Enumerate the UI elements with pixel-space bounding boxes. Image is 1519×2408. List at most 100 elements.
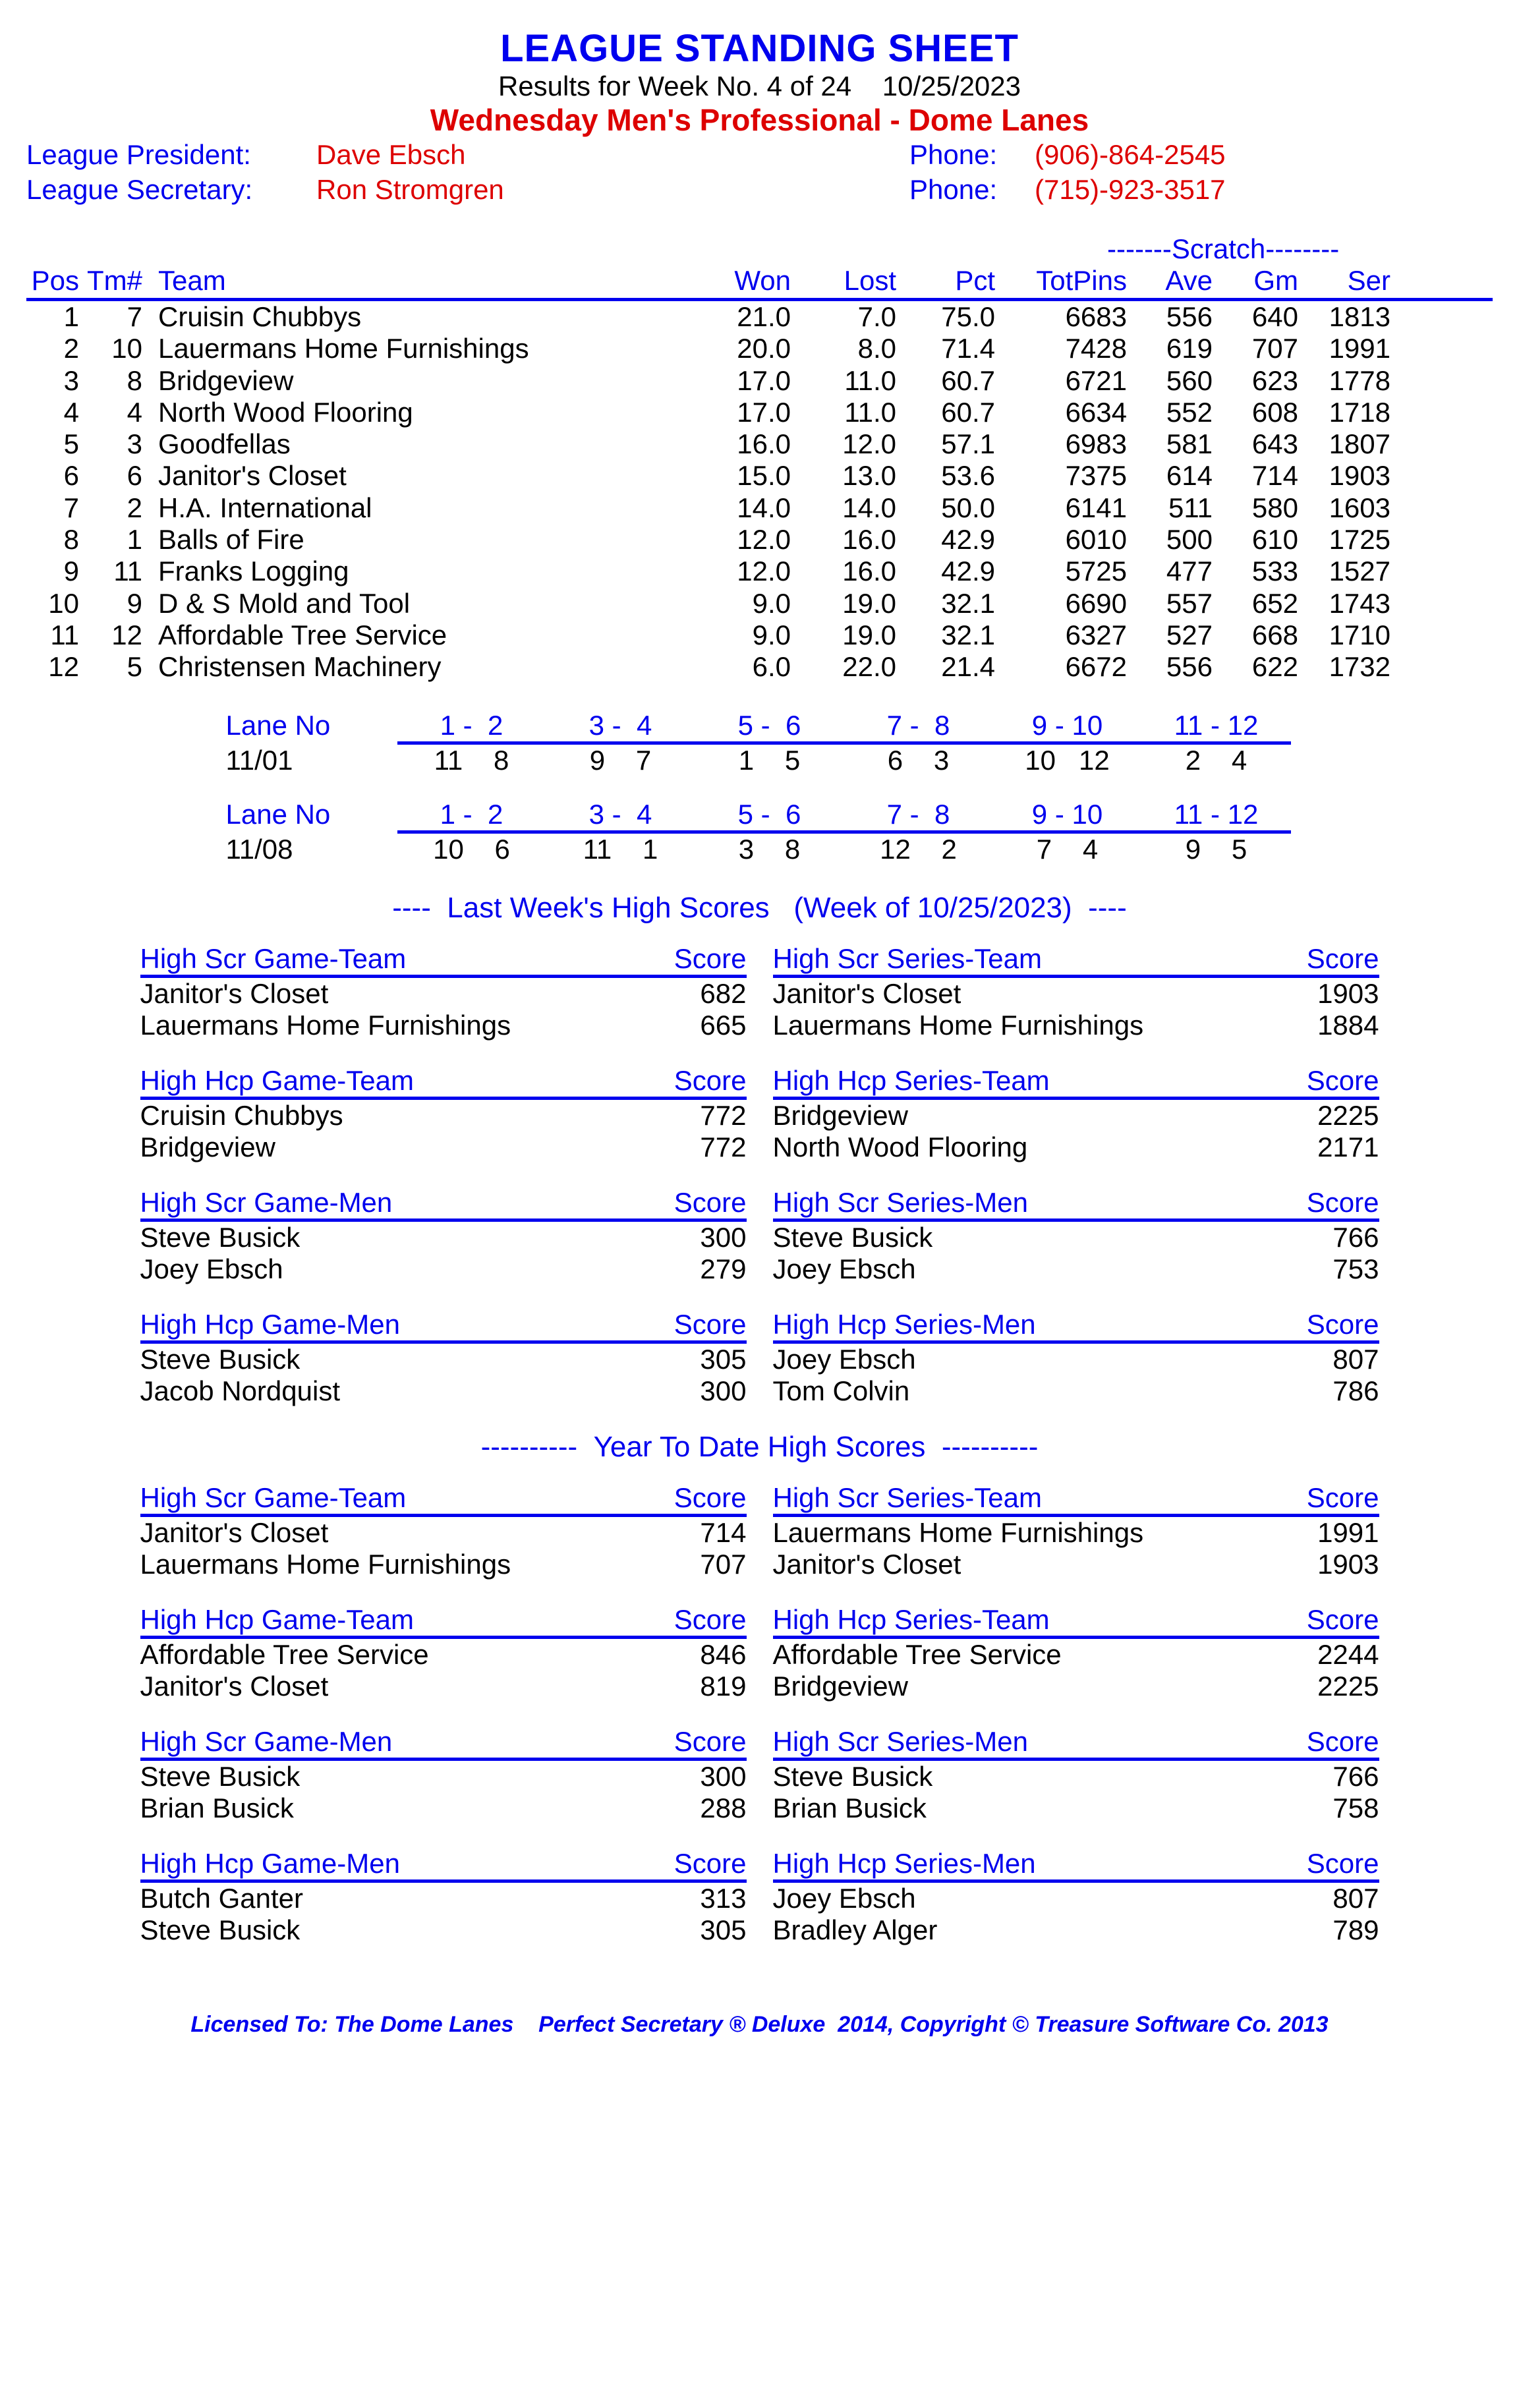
lane-date: 11/01 [226,745,397,776]
cell-ser: 1718 [1298,397,1390,428]
hs-name: Affordable Tree Service [773,1639,1280,1671]
cell-tm: 7 [86,301,158,333]
hs-header: High Scr Game-MenScore [140,1187,747,1222]
hs-score-label: Score [648,1482,747,1514]
cell-tot: 6690 [995,588,1127,619]
cell-pos: 3 [26,365,86,397]
lane-pair-header: 5 - 6 [695,799,844,834]
col-won: Won [685,265,791,297]
hs-score: 665 [648,1010,747,1041]
hs-name: Bridgeview [140,1132,648,1163]
cell-tm: 4 [86,397,158,428]
hs-score-label: Score [1280,943,1379,975]
cell-ave: 552 [1127,397,1213,428]
hs-header: High Hcp Game-MenScore [140,1848,747,1883]
hs-score-label: Score [1280,1482,1379,1514]
hs-box: High Hcp Game-MenScoreSteve Busick305Jac… [140,1309,747,1407]
hs-box: High Hcp Series-MenScoreJoey Ebsch807Bra… [773,1848,1379,1946]
cell-tm: 6 [86,460,158,492]
cell-tot: 5725 [995,556,1127,587]
hs-pair: High Scr Game-TeamScoreJanitor's Closet6… [140,943,1379,1041]
hs-name: Steve Busick [140,1222,648,1253]
hs-row: Affordable Tree Service846 [140,1639,747,1671]
hs-score: 300 [648,1761,747,1792]
hs-row: Tom Colvin786 [773,1375,1379,1407]
officer-phone: (715)-923-3517 [1035,173,1226,208]
hs-name: Janitor's Closet [140,1517,648,1549]
hs-header: High Scr Series-TeamScore [773,943,1379,978]
officers-block: League President:Dave EbschPhone:(906)-8… [26,138,1493,207]
hs-header: High Hcp Game-TeamScore [140,1604,747,1639]
cell-ser: 1807 [1298,428,1390,460]
cell-team: Lauermans Home Furnishings [158,333,685,364]
cell-tm: 2 [86,492,158,524]
cell-tot: 6672 [995,651,1127,683]
hs-row: Brian Busick288 [140,1792,747,1824]
cell-gm: 623 [1213,365,1298,397]
lane-pair-value: 7 4 [993,834,1142,865]
col-pct: Pct [896,265,995,297]
cell-gm: 668 [1213,619,1298,651]
cell-team: Balls of Fire [158,524,685,556]
cell-pct: 71.4 [896,333,995,364]
col-tot: TotPins [995,265,1127,297]
lane-pair-value: 10 6 [397,834,546,865]
hs-pair: High Hcp Game-MenScoreButch Ganter313Ste… [140,1848,1379,1946]
cell-ave: 560 [1127,365,1213,397]
lane-pair-value: 9 5 [1142,834,1291,865]
hs-box: High Scr Series-MenScoreSteve Busick766B… [773,1726,1379,1824]
hs-row: Butch Ganter313 [140,1883,747,1914]
lane-pair-header: 5 - 6 [695,710,844,745]
cell-ave: 500 [1127,524,1213,556]
hs-header: High Scr Series-TeamScore [773,1482,1379,1517]
cell-lost: 11.0 [791,397,896,428]
hs-row: Bridgeview2225 [773,1100,1379,1132]
hs-box: High Scr Series-TeamScoreJanitor's Close… [773,943,1379,1041]
hs-score-label: Score [648,1187,747,1218]
hs-title: High Hcp Game-Men [140,1848,648,1879]
cell-pct: 60.7 [896,365,995,397]
standings-table: -------Scratch-------- Pos Tm# Team Won … [26,233,1493,683]
hs-name: Lauermans Home Furnishings [773,1010,1280,1041]
standings-row: 17Cruisin Chubbys21.07.075.0668355664018… [26,301,1493,333]
cell-lost: 19.0 [791,588,896,619]
lane-data-row: 11/0810 611 13 812 27 49 5 [226,834,1294,865]
hs-name: Joey Ebsch [140,1253,648,1285]
cell-lost: 22.0 [791,651,896,683]
officer-name: Ron Stromgren [316,173,909,208]
hs-row: Joey Ebsch279 [140,1253,747,1285]
scratch-label: -------Scratch-------- [26,233,1493,265]
cell-gm: 580 [1213,492,1298,524]
cell-pos: 9 [26,556,86,587]
lane-pair-value: 3 8 [695,834,844,865]
hs-title: High Scr Series-Men [773,1187,1280,1218]
hs-row: Janitor's Closet819 [140,1671,747,1702]
cell-tot: 6141 [995,492,1127,524]
lane-pair-value: 11 8 [397,745,546,776]
hs-box: High Hcp Series-MenScoreJoey Ebsch807Tom… [773,1309,1379,1407]
hs-score: 819 [648,1671,747,1702]
cell-gm: 707 [1213,333,1298,364]
footer-text: Licensed To: The Dome Lanes Perfect Secr… [26,2012,1493,2038]
cell-ave: 614 [1127,460,1213,492]
cell-tm: 5 [86,651,158,683]
hs-name: Steve Busick [773,1761,1280,1792]
hs-row: Bridgeview772 [140,1132,747,1163]
hs-title: High Hcp Game-Team [140,1065,648,1097]
lane-pair-header: 11 - 12 [1142,710,1291,745]
hs-box: High Scr Game-MenScoreSteve Busick300Bri… [140,1726,747,1824]
hs-name: Bridgeview [773,1100,1280,1132]
standings-row: 38Bridgeview17.011.060.767215606231778 [26,365,1493,397]
lane-pair-header: 3 - 4 [546,799,695,834]
hs-header: High Scr Game-MenScore [140,1726,747,1761]
hs-pair: High Hcp Game-MenScoreSteve Busick305Jac… [140,1309,1379,1407]
cell-won: 17.0 [685,365,791,397]
hs-name: Tom Colvin [773,1375,1280,1407]
cell-ave: 619 [1127,333,1213,364]
cell-team: Janitor's Closet [158,460,685,492]
officer-phone-label: Phone: [909,173,1035,208]
cell-lost: 11.0 [791,365,896,397]
hs-score: 766 [1280,1761,1379,1792]
hs-row: Steve Busick305 [140,1914,747,1946]
ytd-scores: High Scr Game-TeamScoreJanitor's Closet7… [140,1482,1379,1946]
